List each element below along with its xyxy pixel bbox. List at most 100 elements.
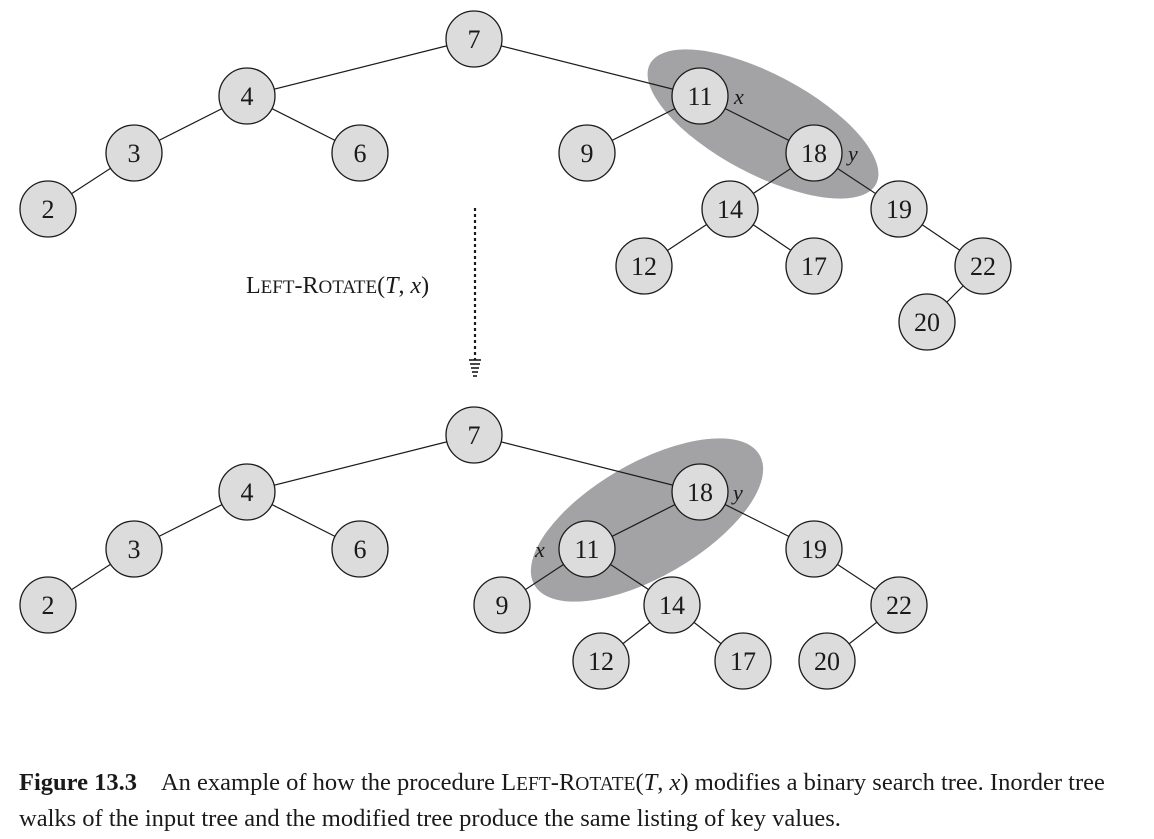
after-node-2: 2 bbox=[19, 576, 77, 634]
node-circle bbox=[671, 67, 729, 125]
node-key-label: 2 bbox=[42, 591, 55, 620]
node-circle bbox=[615, 237, 673, 295]
after-tree-edges bbox=[47, 434, 900, 662]
node-key-label: 11 bbox=[574, 535, 599, 564]
node-circle bbox=[19, 576, 77, 634]
node-key-label: 6 bbox=[354, 535, 367, 564]
before-node-7: 7 bbox=[445, 10, 503, 68]
node-key-label: 12 bbox=[631, 252, 657, 281]
node-circle bbox=[898, 293, 956, 351]
after-tree-nodes: 7 4 3 2 6 18 11 9 14 12 17 19 22 20 bbox=[19, 406, 928, 690]
after-rotation-tree: 7 4 3 2 6 18 11 9 14 12 17 19 22 20 x y bbox=[19, 406, 928, 690]
after-edge-7-4 bbox=[246, 434, 475, 493]
node-circle bbox=[218, 67, 276, 125]
node-circle bbox=[445, 406, 503, 464]
caption-figure-label: Figure 13.3 bbox=[19, 769, 137, 796]
before-node-18: 18 bbox=[785, 124, 843, 182]
before-edge-7-4 bbox=[246, 38, 475, 97]
before-node-6: 6 bbox=[331, 124, 389, 182]
node-key-label: 3 bbox=[128, 535, 141, 564]
before-node-9: 9 bbox=[558, 124, 616, 182]
after-node-17: 17 bbox=[714, 632, 772, 690]
node-key-label: 9 bbox=[496, 591, 509, 620]
before-tree-nodes: 7 4 3 2 6 11 9 18 14 12 17 19 22 20 bbox=[19, 10, 1012, 351]
after-node-4: 4 bbox=[218, 463, 276, 521]
caption-text-before: An example of how the procedure bbox=[160, 769, 502, 796]
after-node-20: 20 bbox=[798, 632, 856, 690]
before-node-17: 17 bbox=[785, 237, 843, 295]
before-node-22: 22 bbox=[954, 237, 1012, 295]
node-circle bbox=[331, 124, 389, 182]
node-circle bbox=[714, 632, 772, 690]
node-circle bbox=[445, 10, 503, 68]
node-key-label: 7 bbox=[468, 421, 481, 450]
figure-caption: Figure 13.3 An example of how the procedu… bbox=[19, 769, 1105, 832]
node-circle bbox=[671, 463, 729, 521]
before-node-4: 4 bbox=[218, 67, 276, 125]
node-key-label: 9 bbox=[581, 139, 594, 168]
node-key-label: 19 bbox=[886, 195, 912, 224]
node-circle bbox=[785, 520, 843, 578]
before-node-11: 11 bbox=[671, 67, 729, 125]
node-key-label: 4 bbox=[241, 82, 254, 111]
after-node-14: 14 bbox=[643, 576, 701, 634]
node-circle bbox=[785, 237, 843, 295]
after-node-7: 7 bbox=[445, 406, 503, 464]
node-circle bbox=[870, 576, 928, 634]
node-key-label: 7 bbox=[468, 25, 481, 54]
before-node-12: 12 bbox=[615, 237, 673, 295]
arrow-head bbox=[469, 359, 481, 377]
node-key-label: 18 bbox=[687, 478, 713, 507]
before-rotation-tree: 7 4 3 2 6 11 9 18 14 12 17 19 22 20 x y bbox=[19, 10, 1012, 351]
node-circle bbox=[105, 124, 163, 182]
node-key-label: 17 bbox=[730, 647, 756, 676]
before-node-2: 2 bbox=[19, 180, 77, 238]
rotation-arrow: LEFT-ROTATE(T, x) bbox=[246, 208, 481, 377]
pivot-label-y-before: y bbox=[846, 141, 858, 166]
node-key-label: 12 bbox=[588, 647, 614, 676]
pivot-label-x-before: x bbox=[733, 84, 744, 109]
node-key-label: 17 bbox=[801, 252, 827, 281]
node-circle bbox=[558, 124, 616, 182]
node-key-label: 14 bbox=[717, 195, 743, 224]
node-key-label: 19 bbox=[801, 535, 827, 564]
node-key-label: 14 bbox=[659, 591, 685, 620]
after-node-11: 11 bbox=[558, 520, 616, 578]
node-circle bbox=[870, 180, 928, 238]
node-circle bbox=[473, 576, 531, 634]
before-node-20: 20 bbox=[898, 293, 956, 351]
node-circle bbox=[701, 180, 759, 238]
node-key-label: 11 bbox=[687, 82, 712, 111]
operation-label: LEFT-ROTATE(T, x) bbox=[246, 273, 429, 299]
node-circle bbox=[218, 463, 276, 521]
after-node-19: 19 bbox=[785, 520, 843, 578]
node-circle bbox=[558, 520, 616, 578]
node-circle bbox=[798, 632, 856, 690]
after-node-22: 22 bbox=[870, 576, 928, 634]
node-circle bbox=[19, 180, 77, 238]
node-circle bbox=[785, 124, 843, 182]
node-key-label: 20 bbox=[814, 647, 840, 676]
before-node-14: 14 bbox=[701, 180, 759, 238]
before-node-19: 19 bbox=[870, 180, 928, 238]
after-node-18: 18 bbox=[671, 463, 729, 521]
after-node-12: 12 bbox=[572, 632, 630, 690]
node-key-label: 2 bbox=[42, 195, 55, 224]
after-edge-7-18 bbox=[473, 434, 701, 493]
node-circle bbox=[331, 520, 389, 578]
node-key-label: 6 bbox=[354, 139, 367, 168]
node-key-label: 4 bbox=[241, 478, 254, 507]
node-circle bbox=[105, 520, 163, 578]
caption-text-after: modifies a binary search tree. Inorder t… bbox=[19, 769, 1105, 832]
node-key-label: 3 bbox=[128, 139, 141, 168]
after-node-9: 9 bbox=[473, 576, 531, 634]
node-key-label: 20 bbox=[914, 308, 940, 337]
node-key-label: 22 bbox=[886, 591, 912, 620]
after-node-6: 6 bbox=[331, 520, 389, 578]
rotation-highlight-before bbox=[647, 49, 879, 199]
node-circle bbox=[954, 237, 1012, 295]
left-rotate-figure: 7 4 3 2 6 11 9 18 14 12 17 19 22 20 x y LEFT-ROTATE(T… bbox=[19, 10, 1012, 690]
pivot-label-y-after: y bbox=[731, 480, 743, 505]
after-node-3: 3 bbox=[105, 520, 163, 578]
before-node-3: 3 bbox=[105, 124, 163, 182]
